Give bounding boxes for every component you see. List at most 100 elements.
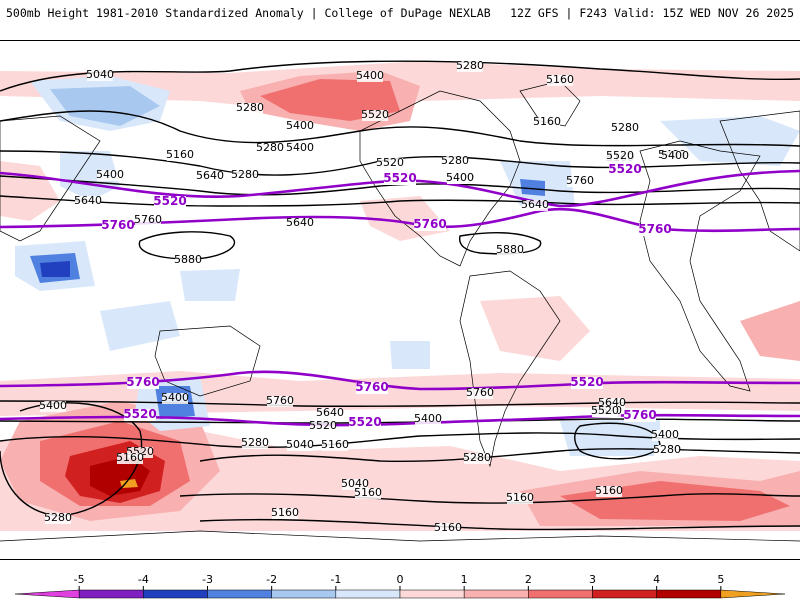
contour-label: 5280 (44, 511, 72, 524)
colorbar-swatch (528, 589, 593, 599)
contour-label-bg (287, 218, 313, 229)
contour-label: 5040 (341, 477, 369, 490)
contour-labels: 5040 5400 5280 5160 5280 5400 5520 5160 5280 5400… (39, 59, 689, 534)
highlight-label: 5520 (570, 375, 603, 389)
colorbar-tick-label: 4 (653, 573, 660, 586)
contour-label-bg (232, 170, 258, 181)
colorbar-swatch (78, 589, 144, 599)
contour-line (199, 518, 800, 531)
contour-label-bg (175, 255, 201, 266)
highlight-label-bg (124, 409, 156, 421)
contour-label: 5520 (606, 149, 634, 162)
highlight-label: 5520 (383, 171, 416, 185)
contour-label-bg (127, 447, 153, 458)
contour-label-bg (287, 143, 313, 154)
contour-label-bg (117, 453, 143, 464)
contour-label: 5160 (546, 73, 574, 86)
contour-label-bg (377, 158, 403, 169)
contour-label-bg (310, 421, 336, 432)
contour-label-bg (507, 493, 533, 504)
contour-label: 5160 (506, 491, 534, 504)
contour-label: 5160 (533, 115, 561, 128)
contour-label-bg (45, 513, 71, 524)
contour-line (0, 400, 800, 407)
contour-label-bg (415, 414, 441, 425)
highlight-label: 5520 (348, 415, 381, 429)
highlight-label-bg (571, 377, 603, 389)
contour-label: 5280 (231, 168, 259, 181)
highlight-label-bg (127, 377, 159, 389)
highlight-label: 5520 (123, 407, 156, 421)
contour-label: 5280 (256, 141, 284, 154)
contour-line (0, 110, 800, 147)
contour-label-bg (272, 508, 298, 519)
model-valid-time: 12Z GFS | F243 Valid: 15Z WED NOV 26 202… (510, 6, 794, 20)
contour-line (458, 232, 542, 255)
australia-coast (154, 325, 261, 397)
colorbar-swatch (14, 589, 80, 599)
colorbar-swatch (656, 589, 722, 599)
colorbar-swatch (271, 589, 337, 599)
contour-label: 5280 (653, 443, 681, 456)
contour-label: 5520 (591, 404, 619, 417)
contour-label: 5040 (286, 438, 314, 451)
contour-label-bg (362, 110, 388, 121)
colorbar-swatch (720, 589, 786, 599)
highlight-label: 5760 (638, 222, 671, 236)
contour-label: 5040 (86, 68, 114, 81)
anomaly-region (100, 301, 180, 351)
contour-label-bg (497, 245, 523, 256)
contour-label-bg (242, 438, 268, 449)
colorbar-swatch (207, 589, 272, 599)
highlight-label-bg (414, 219, 446, 231)
contour-label: 5280 (463, 451, 491, 464)
anomaly-region (660, 116, 800, 166)
highlight-label-bg (624, 410, 656, 422)
highlight-label: 5520 (608, 162, 641, 176)
highlight-label: 5760 (355, 380, 388, 394)
contour-label: 5400 (39, 399, 67, 412)
contour-line (0, 432, 800, 449)
contour-label: 5160 (271, 506, 299, 519)
contour-label: 5280 (611, 121, 639, 134)
colorbar-tick-label: -2 (266, 573, 277, 586)
contour-label-bg (342, 479, 368, 490)
contour-line (0, 60, 800, 92)
contour-label-bg (652, 430, 678, 441)
highlight-label-bg (609, 164, 641, 176)
contour-label: 5760 (466, 386, 494, 399)
contour-label: 5760 (266, 394, 294, 407)
contour-label: 5640 (598, 396, 626, 409)
contour-label-bg (596, 486, 622, 497)
highlight-label: 5760 (101, 218, 134, 232)
contour-label-bg (547, 75, 573, 86)
colorbar-tick-label: 2 (525, 573, 532, 586)
contour-label: 5640 (521, 198, 549, 211)
contour-label-bg (457, 61, 483, 72)
map-title: 500mb Height 1981-2010 Standardized Anom… (6, 6, 491, 20)
contour-label-bg (197, 171, 223, 182)
colorbar-tick-label: 0 (397, 573, 404, 586)
contour-label-bg (135, 215, 161, 226)
contour-label-bg (599, 398, 625, 409)
contour-label: 5640 (286, 216, 314, 229)
contour-label: 5400 (661, 149, 689, 162)
contour-line (0, 402, 143, 517)
contour-line (138, 231, 236, 260)
contour-label: 5160 (354, 486, 382, 499)
contour-label-bg (75, 196, 101, 207)
contour-label: 5880 (496, 243, 524, 256)
highlight-label-bg (356, 382, 388, 394)
highlight-label: 5520 (153, 194, 186, 208)
colorbar-swatch (463, 589, 529, 599)
contour-label: 5400 (414, 412, 442, 425)
anomaly-region (40, 261, 70, 277)
north-america-coast (359, 90, 521, 267)
south-america-coast (459, 270, 561, 468)
highlight-label-bg (349, 417, 381, 429)
asia-coast (0, 115, 101, 242)
contour-label: 5640 (74, 194, 102, 207)
contour-label: 5760 (134, 213, 162, 226)
anomaly-region (120, 479, 138, 488)
